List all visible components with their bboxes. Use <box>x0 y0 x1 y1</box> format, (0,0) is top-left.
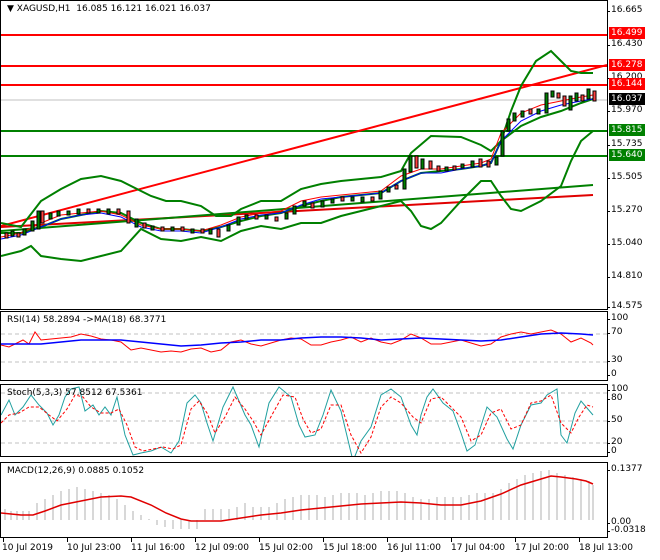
last-price-tag: 16.037 <box>609 93 645 105</box>
level-tag-support-1: 15.815 <box>609 124 645 136</box>
level-tag-resistance-1: 16.499 <box>609 27 645 39</box>
rsi-canvas <box>1 329 607 363</box>
price-tick: 16.430 <box>607 39 643 49</box>
macd-tick: -0.0318 <box>607 525 646 535</box>
price-tick: 14.575 <box>607 301 643 311</box>
x-tick <box>67 537 68 542</box>
price-tick: 15.040 <box>607 238 643 248</box>
price-tick: 15.270 <box>607 205 643 215</box>
rsi-tick: 70 <box>606 327 623 337</box>
macd-axis: 0.1377 0.00 -0.0318 <box>606 462 660 538</box>
price-tick: 16.200 <box>607 72 643 82</box>
x-label: 18 Jul 13:00 <box>579 543 633 553</box>
x-label: 17 Jul 04:00 <box>451 543 505 553</box>
price-chart-pane[interactable]: ▼ XAGUSD,H1 16.085 16.121 16.021 16.037 <box>0 0 608 310</box>
x-tick <box>579 537 580 542</box>
level-tag-resistance-3: 16.144 <box>609 78 645 90</box>
symbol-label: XAGUSD,H1 <box>16 4 71 14</box>
x-label: 12 Jul 09:00 <box>195 543 249 553</box>
x-label: 17 Jul 20:00 <box>515 543 569 553</box>
macd-title: MACD(12,26,9) 0.0885 0.1052 <box>7 466 145 476</box>
level-tag-support-2: 15.640 <box>609 149 645 161</box>
x-tick <box>451 537 452 542</box>
stochastic-axis: 100 80 50 20 0 <box>606 384 660 457</box>
x-tick <box>131 537 132 542</box>
x-tick <box>259 537 260 542</box>
stoch-tick: 100 <box>606 384 629 394</box>
rsi-title: RSI(14) 58.2894 ->MA(18) 68.3771 <box>7 315 167 325</box>
x-label: 11 Jul 16:00 <box>131 543 185 553</box>
stochastic-title: Stoch(5,3,3) 57.8512 67.5361 <box>7 388 143 398</box>
price-tick: 15.970 <box>607 105 643 115</box>
x-tick <box>387 537 388 542</box>
price-tick: 14.810 <box>607 271 643 281</box>
stochastic-pane[interactable]: Stoch(5,3,3) 57.8512 67.5361 <box>0 384 608 457</box>
rsi-tick: 100 <box>606 313 629 323</box>
stoch-tick: 0 <box>607 446 617 456</box>
rsi-pane[interactable]: RSI(14) 58.2894 ->MA(18) 68.3771 <box>0 311 608 381</box>
stochastic-canvas <box>1 385 607 456</box>
price-tick: 15.735 <box>607 139 643 149</box>
x-tick <box>3 537 4 542</box>
stoch-tick: 20 <box>606 437 623 447</box>
x-tick <box>323 537 324 542</box>
ohlc-values: 16.085 16.121 16.021 16.037 <box>76 4 211 14</box>
triangle-down-icon[interactable]: ▼ <box>7 4 14 14</box>
price-chart-canvas <box>1 34 607 263</box>
price-tick: 15.505 <box>607 172 643 182</box>
stoch-tick: 80 <box>606 393 623 403</box>
x-tick <box>515 537 516 542</box>
macd-tick: 0.1377 <box>607 464 643 474</box>
x-label: 15 Jul 18:00 <box>323 543 377 553</box>
level-tag-resistance-2: 16.278 <box>609 59 645 71</box>
x-tick <box>195 537 196 542</box>
macd-pane[interactable]: MACD(12,26,9) 0.0885 0.1052 <box>0 462 608 538</box>
price-axis: 16.665 16.430 16.200 15.970 15.735 15.50… <box>607 0 660 311</box>
rsi-tick: 0 <box>607 369 617 379</box>
stoch-tick: 50 <box>606 415 623 425</box>
rsi-axis: 100 70 30 0 <box>606 311 660 381</box>
chart-symbol-header: ▼ XAGUSD,H1 16.085 16.121 16.021 16.037 <box>7 4 211 14</box>
rsi-tick: 30 <box>606 355 623 365</box>
x-label: 15 Jul 02:00 <box>259 543 313 553</box>
price-tick: 16.665 <box>607 5 643 15</box>
x-label: 10 Jul 2019 <box>2 543 53 553</box>
macd-tick: 0.00 <box>606 517 632 527</box>
x-label: 16 Jul 11:00 <box>387 543 441 553</box>
macd-canvas <box>1 470 594 529</box>
x-label: 10 Jul 23:00 <box>67 543 121 553</box>
